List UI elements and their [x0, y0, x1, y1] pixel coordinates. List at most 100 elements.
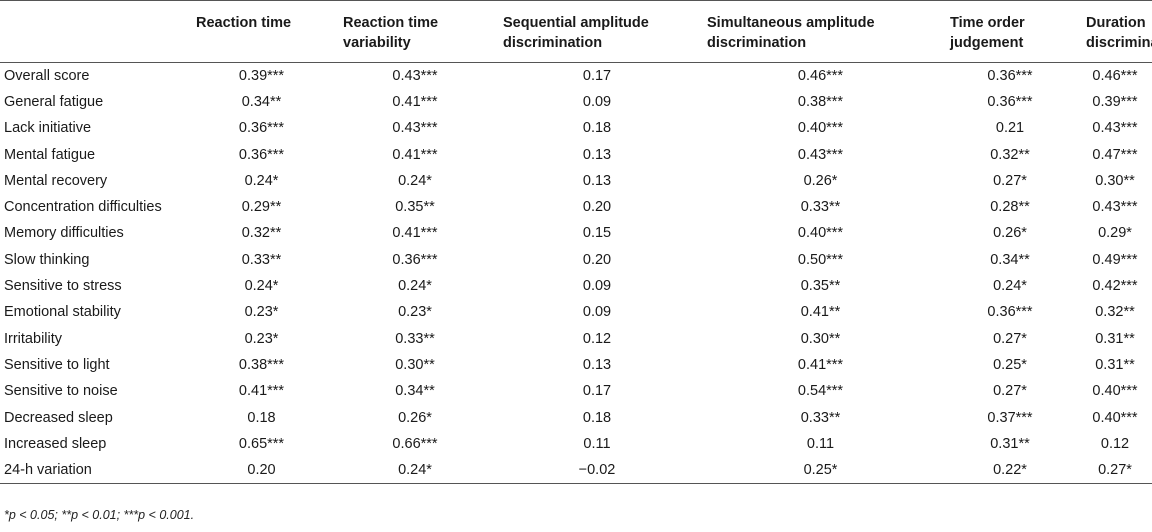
- table-cell: 0.23*: [244, 304, 279, 321]
- table-cell: 0.20: [582, 251, 612, 268]
- table-cell: 0.43***: [797, 146, 844, 163]
- row-label: Increased sleep: [4, 435, 107, 452]
- table-row: General fatigue 0.34** 0.41*** 0.09 0.38*** 0…: [0, 89, 1152, 115]
- table-cell: 0.09: [582, 278, 612, 295]
- table-cell: 0.54***: [797, 383, 844, 400]
- table-cell: 0.13: [582, 146, 612, 163]
- row-label: Sensitive to light: [4, 356, 110, 373]
- table-cell: 0.34**: [990, 251, 1030, 268]
- table-cell: 0.41***: [392, 93, 438, 110]
- table-cell: 0.23*: [244, 330, 279, 347]
- table-cell: 0.13: [582, 172, 612, 189]
- row-label: Mental fatigue: [4, 146, 96, 163]
- table-row: Mental fatigue 0.36*** 0.41*** 0.13 0.43*** 0…: [0, 141, 1152, 167]
- table-row: Slow thinking 0.33** 0.36*** 0.20 0.50*** 0.3…: [0, 247, 1152, 273]
- table-cell: 0.41***: [392, 146, 438, 163]
- row-label: Sensitive to noise: [4, 383, 118, 400]
- table-cell: 0.18: [582, 409, 612, 426]
- table-cell: 0.33**: [800, 409, 841, 426]
- table-cell: 0.46***: [797, 67, 844, 84]
- row-label: 24-h variation: [4, 461, 92, 478]
- table-row: Memory difficulties 0.32** 0.41*** 0.15 0.40…: [0, 220, 1152, 246]
- row-label: Decreased sleep: [4, 409, 113, 426]
- table-cell: 0.32**: [1095, 304, 1135, 321]
- table-cell: 0.43***: [392, 67, 438, 84]
- table-cell: 0.28**: [990, 199, 1030, 216]
- table-cell: −0.02: [578, 461, 616, 478]
- table-cell: 0.17: [582, 67, 612, 84]
- table-row: Concentration difficulties 0.29** 0.35** 0.…: [0, 194, 1152, 220]
- column-header: Reaction time variability: [343, 15, 439, 51]
- row-label: Memory difficulties: [4, 225, 124, 242]
- row-label: Lack initiative: [4, 120, 92, 137]
- table-cell: 0.43***: [1092, 120, 1138, 137]
- table-cell: 0.36***: [987, 67, 1033, 84]
- table-row: Sensitive to stress 0.24* 0.24* 0.09 0.35** 0…: [0, 273, 1152, 299]
- table-cell: 0.34**: [241, 93, 282, 110]
- table-row: Overall score 0.39*** 0.43*** 0.17 0.46*** 0.…: [0, 63, 1152, 89]
- table-cell: 0.43***: [1092, 199, 1138, 216]
- table-row: Decreased sleep 0.18 0.26* 0.18 0.33** 0.37**…: [0, 404, 1152, 430]
- table-cell: 0.36***: [987, 93, 1033, 110]
- table-cell: 0.40***: [1092, 409, 1138, 426]
- table-cell: 0.24*: [398, 461, 432, 478]
- table-cell: 0.20: [582, 199, 612, 216]
- table-cell: 0.27*: [993, 383, 1027, 400]
- table-cell: 0.30**: [800, 330, 841, 347]
- table-body: Overall score 0.39*** 0.43*** 0.17 0.46*** 0.…: [0, 63, 1152, 484]
- table-cell: 0.24*: [244, 172, 279, 189]
- table-cell: 0.42***: [1092, 278, 1138, 295]
- table-cell: 0.40***: [797, 225, 844, 242]
- table-cell: 0.36***: [238, 146, 285, 163]
- table-cell: 0.26*: [803, 172, 838, 189]
- header-cell-blank: [0, 1, 188, 63]
- table-cell: 0.36***: [238, 120, 285, 137]
- table-cell: 0.27*: [1098, 461, 1132, 478]
- row-label: Mental recovery: [4, 172, 108, 189]
- row-label: Slow thinking: [4, 251, 90, 268]
- table-cell: 0.31**: [1095, 330, 1135, 347]
- table-cell: 0.33**: [800, 199, 841, 216]
- table-cell: 0.25*: [993, 356, 1027, 373]
- table-cell: 0.30**: [1095, 172, 1135, 189]
- table-cell: 0.41***: [797, 356, 844, 373]
- table-cell: 0.46***: [1092, 67, 1138, 84]
- table-cell: 0.11: [806, 435, 835, 452]
- table-cell: 0.40***: [1092, 383, 1138, 400]
- table-cell: 0.12: [1100, 435, 1130, 452]
- row-label: Emotional stability: [4, 304, 121, 321]
- table-cell: 0.37***: [987, 409, 1033, 426]
- correlation-table: Reaction time Reaction time variability Se…: [0, 0, 1152, 484]
- table-cell: 0.36***: [392, 251, 438, 268]
- table-cell: 0.24*: [398, 172, 432, 189]
- table-cell: 0.65***: [238, 435, 285, 452]
- table-cell: 0.29*: [1098, 225, 1132, 242]
- table-cell: 0.40***: [797, 120, 844, 137]
- table-cell: 0.39***: [238, 67, 285, 84]
- table-cell: 0.29**: [241, 199, 282, 216]
- table-cell: 0.33**: [241, 251, 282, 268]
- table-row: Sensitive to light 0.38*** 0.30** 0.13 0.41*…: [0, 352, 1152, 378]
- table-cell: 0.20: [247, 461, 276, 478]
- table-row: Lack initiative 0.36*** 0.43*** 0.18 0.40***…: [0, 115, 1152, 141]
- table-row: 24-h variation 0.20 0.24* −0.02 0.25* 0.22* 0.…: [0, 457, 1152, 484]
- table-cell: 0.47***: [1092, 146, 1138, 163]
- table-cell: 0.26*: [993, 225, 1027, 242]
- table-row: Emotional stability 0.23* 0.23* 0.09 0.41** 0…: [0, 299, 1152, 325]
- table-cell: 0.24*: [993, 278, 1027, 295]
- column-header: Simultaneous amplitude discrimination: [707, 15, 875, 51]
- column-header: Reaction time: [196, 15, 292, 31]
- row-label: Irritability: [4, 330, 63, 347]
- header-row: Reaction time Reaction time variability Se…: [0, 0, 1152, 63]
- table-cell: 0.34**: [395, 383, 435, 400]
- table-cell: 0.25*: [803, 461, 838, 478]
- column-header: Time order judgement: [950, 15, 1025, 51]
- table-cell: 0.17: [582, 383, 612, 400]
- table-cell: 0.33**: [395, 330, 435, 347]
- table-header: Reaction time Reaction time variability Se…: [0, 0, 1152, 63]
- table-cell: 0.09: [582, 304, 612, 321]
- table-cell: 0.35**: [395, 199, 435, 216]
- table-cell: 0.15: [582, 225, 612, 242]
- table-cell: 0.24*: [244, 278, 279, 295]
